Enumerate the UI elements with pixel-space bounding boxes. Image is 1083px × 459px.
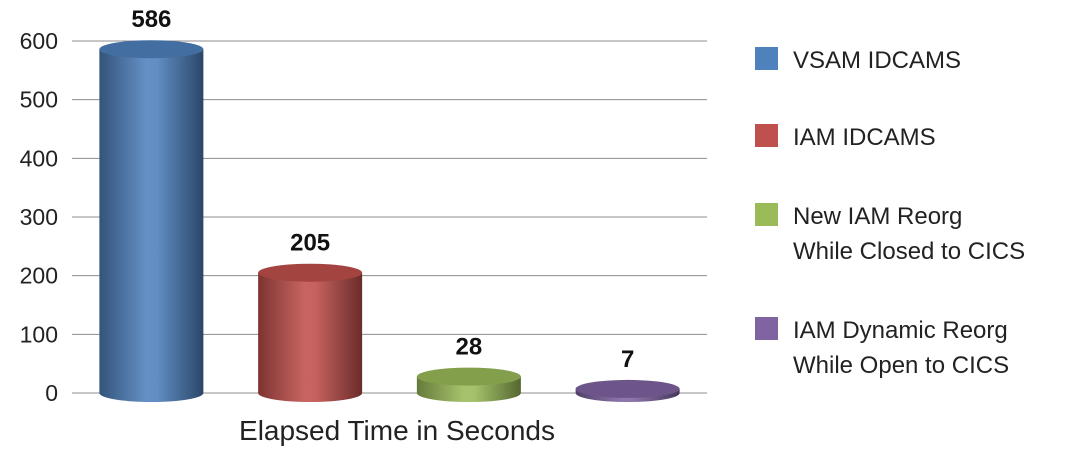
bars [99, 40, 680, 403]
legend-label: VSAM IDCAMS [793, 47, 961, 74]
legend-swatch [755, 317, 778, 340]
legend-item: IAM Dynamic Reorg While Open to CICS [755, 317, 1009, 379]
legend-label: While Closed to CICS [793, 238, 1025, 265]
legend-item: VSAM IDCAMS [755, 47, 961, 74]
data-label: 205 [290, 230, 330, 257]
y-axis-tick-labels: 0 100 200 300 400 500 600 [20, 28, 58, 406]
legend-label: New IAM Reorg [793, 203, 962, 230]
legend-swatch [755, 124, 778, 147]
legend-swatch [755, 203, 778, 226]
bar [99, 40, 204, 403]
bar-top [575, 379, 680, 398]
legend: VSAM IDCAMS IAM IDCAMS New IAM Reorg While … [755, 47, 1025, 379]
y-tick-label: 300 [20, 204, 58, 230]
bar-body [258, 272, 363, 402]
data-labels: 586 205 28 7 [131, 6, 634, 373]
bar-body [99, 49, 204, 403]
legend-label: IAM Dynamic Reorg [793, 317, 1008, 344]
legend-label: IAM IDCAMS [793, 124, 936, 151]
data-label: 28 [456, 334, 483, 361]
y-tick-label: 200 [20, 263, 58, 289]
y-tick-label: 100 [20, 321, 58, 347]
legend-label: While Open to CICS [793, 352, 1009, 379]
bar-top [258, 263, 363, 282]
data-label: 7 [621, 346, 634, 373]
bar-top [416, 367, 521, 386]
bar-top [99, 40, 204, 59]
legend-swatch [755, 47, 778, 70]
y-tick-label: 500 [20, 87, 58, 113]
x-axis-title: Elapsed Time in Seconds [239, 415, 555, 446]
bar [258, 263, 363, 402]
y-tick-label: 600 [20, 28, 58, 54]
legend-item: New IAM Reorg While Closed to CICS [755, 203, 1025, 265]
y-tick-label: 0 [45, 380, 58, 406]
data-label: 586 [131, 6, 171, 33]
y-tick-label: 400 [20, 145, 58, 171]
bar [416, 367, 521, 402]
legend-item: IAM IDCAMS [755, 124, 936, 151]
bar [575, 379, 680, 402]
